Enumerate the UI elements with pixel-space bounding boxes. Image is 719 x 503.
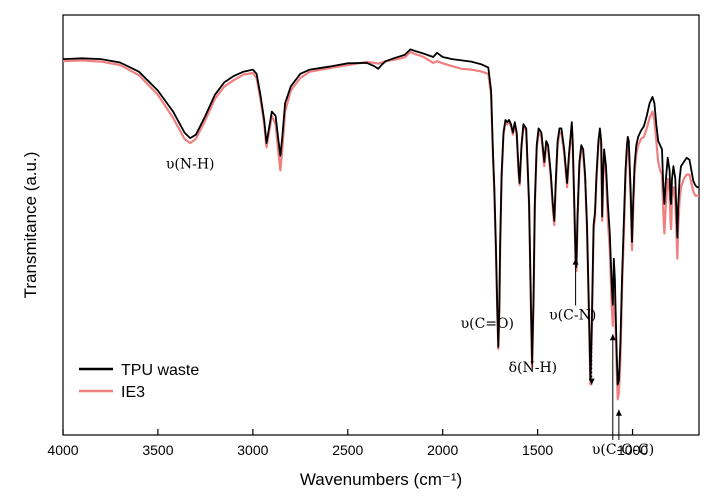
y-axis-title: Transmitance (a.u.) <box>21 152 40 299</box>
annotation-layer: υ(N-H) υ(C=O) δ(N-H) υ(C-N) υ(C-O-C) <box>166 156 654 458</box>
plot-frame <box>62 14 700 436</box>
legend-label-1: IE3 <box>121 384 145 401</box>
annotation-arrow-3-1 <box>588 323 595 385</box>
x-tick-label-3000: 3000 <box>237 442 268 458</box>
x-tick-label-1500: 1500 <box>522 442 553 458</box>
annotation-0: υ(N-H) <box>166 156 215 172</box>
x-tick-label-2000: 2000 <box>427 442 458 458</box>
series-line-ie3 <box>62 50 699 401</box>
series-line-tpu-waste <box>62 48 699 386</box>
annotation-arrow-4-1 <box>615 409 622 440</box>
x-tick-label-4000: 4000 <box>47 442 78 458</box>
legend-label-0: TPU waste <box>121 362 199 379</box>
legend: TPU waste IE3 <box>79 362 199 401</box>
x-tick-label-2500: 2500 <box>332 442 363 458</box>
annotation-2: δ(N-H) <box>509 360 558 376</box>
annotation-arrow-4-0 <box>609 334 616 440</box>
annotation-arrow-3-0 <box>572 258 579 306</box>
series-layer <box>62 48 699 401</box>
annotation-4: υ(C-O-C) <box>592 442 654 458</box>
x-tick-label-3500: 3500 <box>142 442 173 458</box>
x-axis-title: Wavenumbers (cm⁻¹) <box>300 470 462 489</box>
x-axis-ticks: 4000 3500 3000 2500 2000 1500 1000 <box>47 429 648 458</box>
annotation-1: υ(C=O) <box>461 316 514 332</box>
annotation-3: υ(C-N) <box>549 308 596 324</box>
x-tick-label-1000: 1000 <box>617 442 648 458</box>
